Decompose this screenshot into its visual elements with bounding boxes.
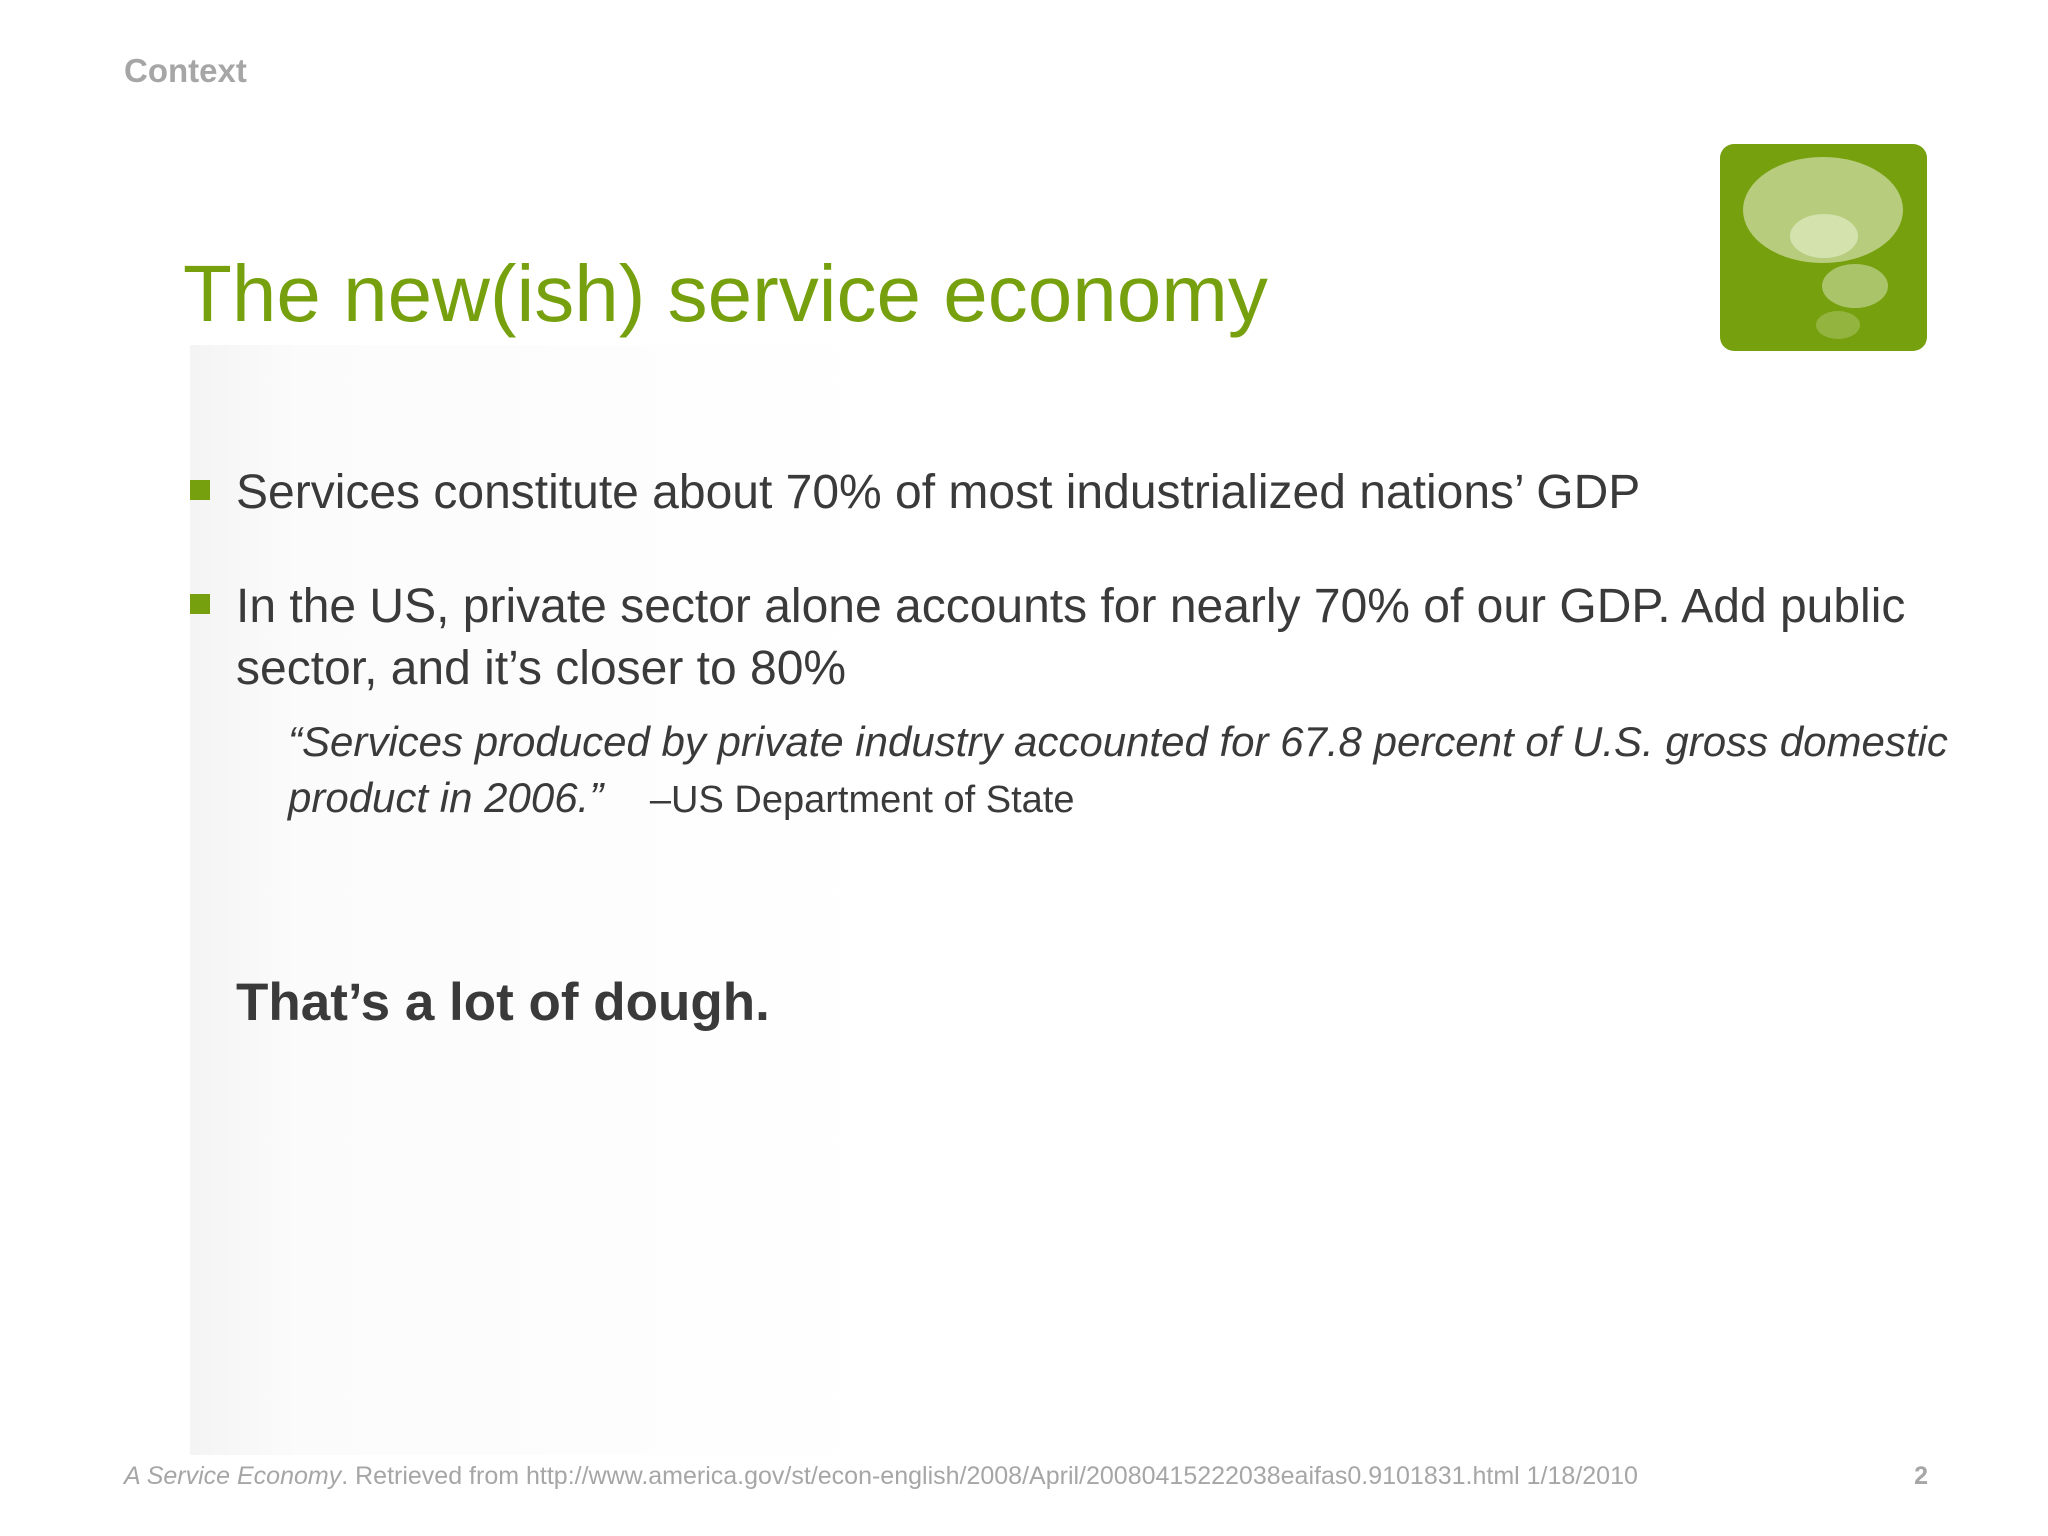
footer-reference-details: . Retrieved from http://www.america.gov/… [341,1462,1638,1490]
section-label: Context [124,52,247,89]
footer-reference-title: A Service Economy [124,1462,342,1490]
quote-attribution: –US Department of State [649,779,1075,821]
slide-title: The new(ish) service economy [183,249,1268,338]
thought-bubble-icon [1720,144,1927,351]
bullet-marker [190,480,210,500]
footer-reference: A Service Economy. Retrieved from http:/… [124,1462,1638,1491]
content-background [190,345,1960,1455]
bullet-marker [190,594,210,614]
quote-block: “Services produced by private industry a… [288,714,1948,828]
page-number: 2 [1914,1462,1928,1490]
emphasis-statement: That’s a lot of dough. [236,973,770,1032]
quote-text: “Services produced by private industry a… [288,718,1948,821]
bullet-text: In the US, private sector alone accounts… [236,580,1906,695]
bullet-text: Services constitute about 70% of most in… [236,466,1641,519]
